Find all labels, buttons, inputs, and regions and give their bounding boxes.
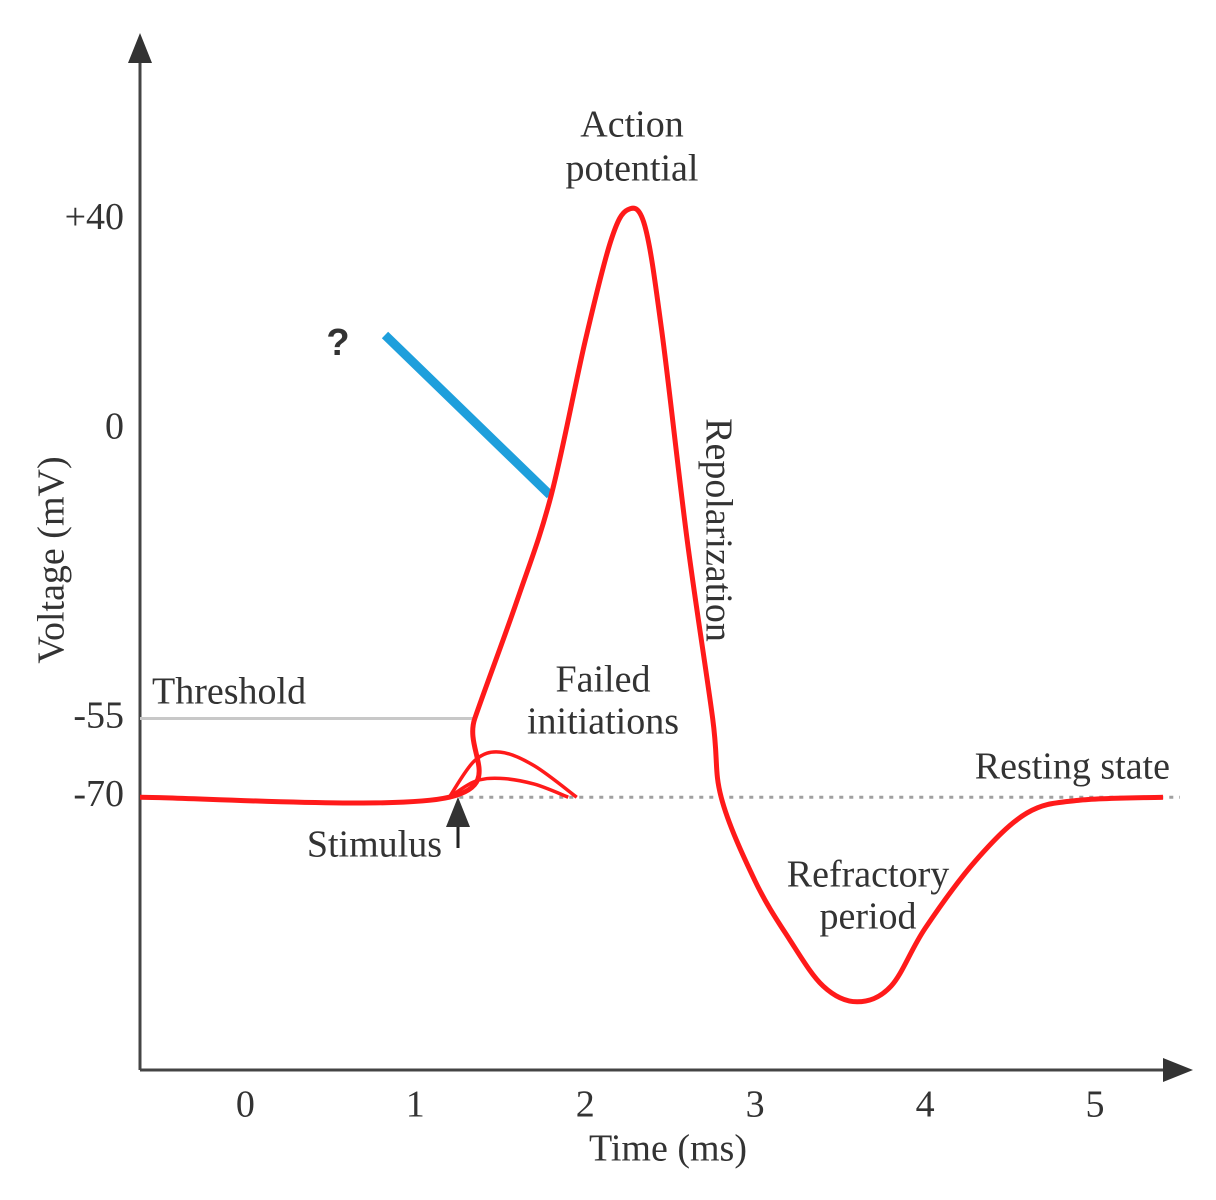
annotation: Refractory — [787, 854, 949, 896]
annotation: initiations — [527, 701, 679, 743]
line-series — [447, 750, 578, 799]
x-axis-label: Time (ms) — [589, 1128, 747, 1170]
y-tick-label: -70 — [73, 773, 124, 815]
question-pointer — [381, 331, 554, 499]
x-tick-label: 5 — [1086, 1084, 1105, 1126]
annotation: period — [819, 896, 916, 938]
x-tick-label: 0 — [236, 1084, 255, 1126]
annotation: Action — [580, 104, 683, 146]
annotation: Threshold — [152, 671, 306, 713]
y-tick-label: +40 — [65, 196, 124, 238]
y-axis-label: Voltage (mV) — [31, 456, 73, 663]
annotation: ? — [326, 322, 349, 364]
annotation: Failed — [556, 659, 651, 701]
x-tick-label: 1 — [406, 1084, 425, 1126]
annotation: Resting state — [975, 746, 1170, 788]
line-series — [139, 205, 1164, 1005]
annotation: Stimulus — [307, 824, 442, 866]
annotation: Repolarization — [697, 418, 739, 642]
x-tick-label: 2 — [576, 1084, 595, 1126]
y-tick-label: -55 — [73, 694, 124, 736]
x-tick-label: 4 — [916, 1084, 935, 1126]
y-tick-label: 0 — [105, 406, 124, 448]
line-series — [448, 776, 569, 799]
x-tick-label: 3 — [746, 1084, 765, 1126]
annotation: potential — [566, 148, 699, 190]
